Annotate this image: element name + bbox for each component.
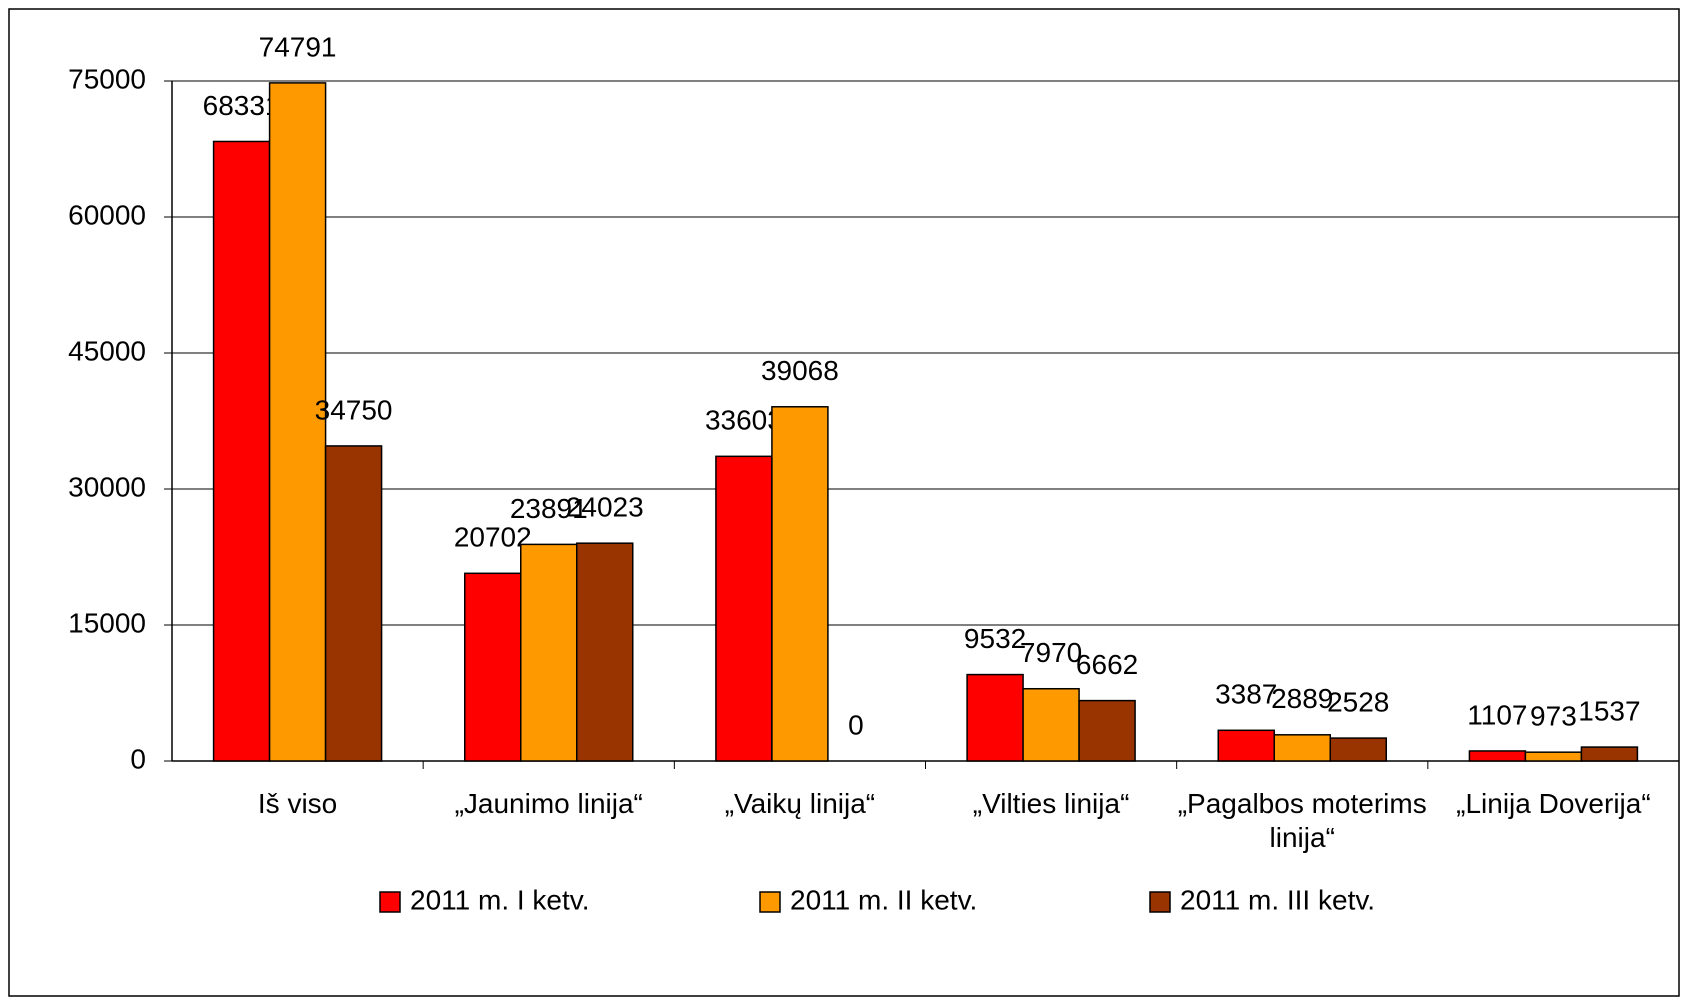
- legend-label: 2011 m. II ketv.: [790, 884, 977, 915]
- y-tick-label: 60000: [68, 199, 146, 230]
- data-label: 39068: [761, 355, 839, 386]
- x-tick-label: „Linija Doverija“: [1456, 788, 1651, 819]
- x-tick-label-box: Iš viso: [257, 788, 338, 819]
- bar: [1217, 729, 1275, 762]
- data-label: 68331: [203, 90, 281, 121]
- data-label: 3387: [1215, 679, 1277, 710]
- y-tick-label: 0: [130, 743, 146, 774]
- bar: [1580, 746, 1639, 762]
- bar: [1329, 737, 1387, 762]
- data-label: 23891: [510, 493, 588, 524]
- data-label: 973: [1530, 701, 1577, 732]
- legend-label: 2011 m. I ketv.: [410, 884, 589, 915]
- legend-swatch: [379, 891, 401, 913]
- legend-label: 2011 m. III ketv.: [1180, 884, 1375, 915]
- legend-swatch: [759, 891, 781, 913]
- x-tick-label: Iš viso: [257, 788, 338, 819]
- bar: [520, 543, 578, 762]
- data-label: 1107: [1467, 699, 1527, 730]
- data-label: 2889: [1271, 683, 1333, 714]
- bar: [966, 673, 1024, 762]
- x-tick-label: „Pagalbos moterims linija“: [1177, 788, 1427, 853]
- y-tick-label: 30000: [68, 471, 146, 502]
- bar: [1273, 734, 1331, 762]
- data-label: 34750: [315, 394, 393, 425]
- y-tick-label: 45000: [68, 335, 146, 366]
- data-label: 7970: [1020, 637, 1082, 668]
- data-label: 33603: [705, 405, 783, 436]
- x-tick-label: „Vilties linija“: [972, 788, 1130, 819]
- bar: [1022, 687, 1080, 762]
- y-tick-label: 75000: [68, 63, 146, 94]
- bar: [771, 406, 829, 762]
- bar: [576, 542, 634, 762]
- x-tick-label-box: „Jaunimo linija“: [454, 788, 643, 819]
- bar: [1078, 699, 1136, 762]
- legend-swatch: [1149, 891, 1171, 913]
- data-label: 6662: [1076, 649, 1138, 680]
- data-label: 2528: [1327, 686, 1389, 717]
- bar: [464, 572, 522, 762]
- bar: [1468, 750, 1527, 762]
- bar: [715, 455, 773, 762]
- data-label: 20702: [454, 522, 532, 553]
- bar: [212, 140, 271, 762]
- bar: [268, 82, 327, 762]
- data-label: 74791: [259, 31, 337, 62]
- x-tick-label-box: „Linija Doverija“: [1456, 788, 1651, 819]
- data-label: 9532: [964, 623, 1026, 654]
- x-tick-label-box: „Vilties linija“: [972, 788, 1130, 819]
- bar: [324, 445, 383, 762]
- x-tick-label: „Vaikų linija“: [724, 788, 876, 819]
- x-tick-label-box: „Pagalbos moterims linija“: [1177, 788, 1427, 853]
- x-tick-label-box: „Vaikų linija“: [724, 788, 876, 819]
- x-tick-label: „Jaunimo linija“: [454, 788, 643, 819]
- data-label: 0: [848, 709, 864, 740]
- data-label: 1537: [1578, 695, 1640, 726]
- data-label: 24023: [566, 492, 644, 523]
- y-tick-label: 15000: [68, 607, 146, 638]
- bar: [1524, 751, 1583, 762]
